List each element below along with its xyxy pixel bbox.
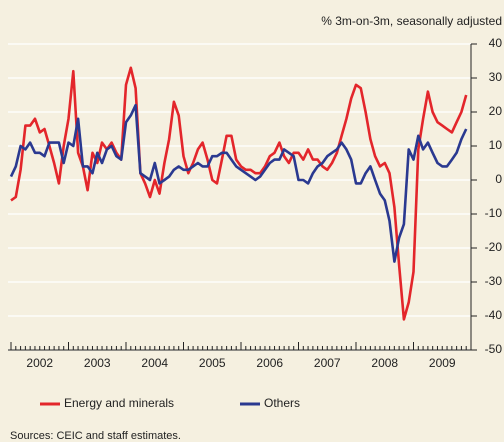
series-line xyxy=(9,103,468,263)
y-tick-label: -20 xyxy=(485,240,503,254)
y-tick-label: -50 xyxy=(485,342,503,356)
y-tick-label: 20 xyxy=(489,104,503,118)
legend-label: Others xyxy=(264,396,300,410)
x-tick-label: 2006 xyxy=(256,356,283,370)
y-axis-label: % 3m-on-3m, seasonally adjusted xyxy=(321,14,502,28)
y-tick-label: -10 xyxy=(485,206,503,220)
x-tick-label: 2007 xyxy=(314,356,341,370)
x-tick-label: 2003 xyxy=(84,356,111,370)
y-tick-label: 0 xyxy=(495,172,502,186)
source-note: Sources: CEIC and staff estimates. xyxy=(10,430,181,442)
y-tick-label: 10 xyxy=(489,138,503,152)
y-tick-label: -40 xyxy=(485,308,503,322)
series-line xyxy=(10,66,468,321)
x-tick-label: 2002 xyxy=(26,356,53,370)
y-tick-label: 30 xyxy=(489,70,503,84)
x-tick-label: 2005 xyxy=(199,356,226,370)
x-tick-label: 2008 xyxy=(371,356,398,370)
x-tick-label: 2009 xyxy=(429,356,456,370)
y-tick-label: -30 xyxy=(485,274,503,288)
x-tick-label: 2004 xyxy=(141,356,168,370)
y-tick-label: 40 xyxy=(489,36,503,50)
legend-label: Energy and minerals xyxy=(64,396,174,410)
